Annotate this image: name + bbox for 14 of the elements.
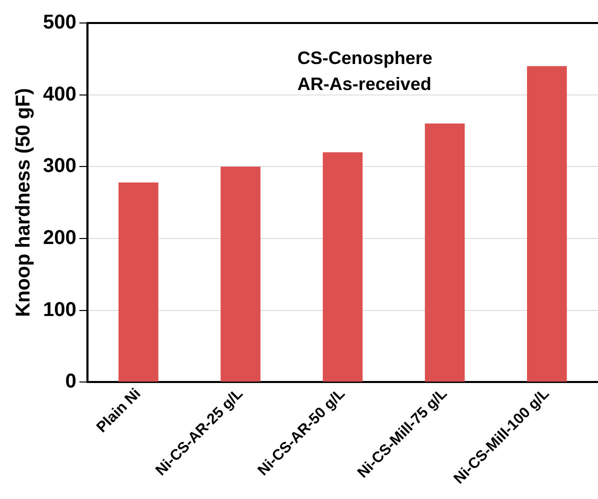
bar <box>322 152 363 382</box>
annotation: AR-As-received <box>297 74 432 94</box>
bar <box>527 66 567 382</box>
y-tick-label: 300 <box>42 155 76 178</box>
y-tick-label: 400 <box>42 83 76 106</box>
bar <box>424 124 465 382</box>
y-tick-label: 200 <box>42 226 76 249</box>
bar <box>220 166 260 382</box>
annotation: CS-Cenosphere <box>297 48 432 68</box>
y-tick-label: 0 <box>65 370 76 393</box>
y-tick-label: 100 <box>42 298 76 321</box>
y-axis-title: Knoop hardness (50 gF) <box>12 88 35 318</box>
y-tick-label: 500 <box>42 12 76 34</box>
bar <box>118 182 158 382</box>
